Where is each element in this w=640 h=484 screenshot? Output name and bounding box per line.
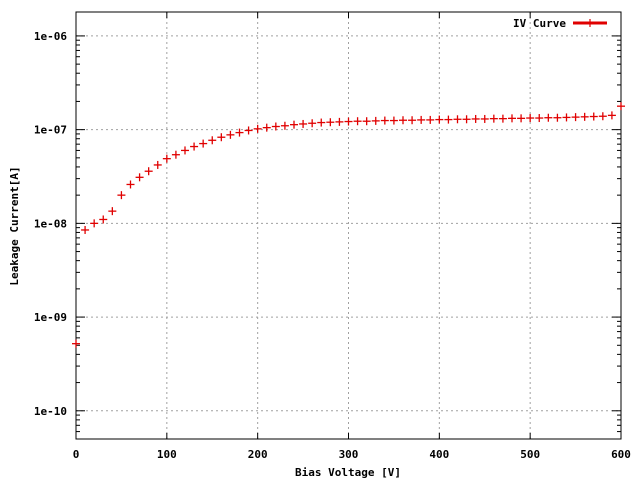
data-point xyxy=(326,118,335,127)
data-point xyxy=(453,115,462,124)
data-point xyxy=(117,191,126,200)
plot-frame xyxy=(75,11,622,440)
data-point xyxy=(353,117,362,126)
data-point xyxy=(571,113,580,122)
x-tick-label: 300 xyxy=(339,448,359,461)
data-point xyxy=(408,116,417,125)
x-axis-title: Bias Voltage [V] xyxy=(295,466,401,479)
data-point xyxy=(317,118,326,127)
data-point xyxy=(271,122,280,131)
data-point xyxy=(426,115,435,124)
data-point xyxy=(389,116,398,125)
data-point xyxy=(262,123,271,132)
data-point xyxy=(217,133,226,142)
data-point xyxy=(162,154,171,163)
data-point xyxy=(380,116,389,125)
data-point xyxy=(471,114,480,123)
legend-entry-label: IV Curve xyxy=(513,17,566,30)
data-point xyxy=(190,142,199,151)
data-point xyxy=(144,167,153,176)
data-point xyxy=(362,117,371,126)
data-point xyxy=(335,117,344,126)
data-point xyxy=(598,112,607,121)
y-tick-labels: 1e-10 1e-09 1e-08 1e-07 1e-06 xyxy=(34,30,67,418)
y-axis-title: Leakage Current[A] xyxy=(8,166,21,285)
data-point xyxy=(435,115,444,124)
data-point xyxy=(553,113,562,122)
data-point xyxy=(290,120,298,129)
data-point xyxy=(589,112,598,121)
x-tick-label: 200 xyxy=(248,448,268,461)
data-point xyxy=(517,114,526,123)
axis-ticks xyxy=(75,12,622,439)
data-point xyxy=(489,114,498,123)
data-point xyxy=(417,115,426,124)
data-point xyxy=(480,114,489,123)
data-point xyxy=(617,102,625,111)
data-point xyxy=(244,126,253,135)
data-point xyxy=(208,136,217,145)
data-point xyxy=(135,173,144,182)
data-point xyxy=(580,112,589,121)
data-point xyxy=(299,119,308,128)
data-point xyxy=(308,119,317,128)
data-point xyxy=(253,124,262,133)
data-point xyxy=(153,160,162,169)
data-point xyxy=(371,116,380,125)
grid-lines xyxy=(76,12,621,439)
data-point xyxy=(399,116,407,125)
data-point xyxy=(498,114,507,123)
y-tick-label: 1e-10 xyxy=(34,405,67,418)
data-point xyxy=(535,114,544,123)
data-point xyxy=(544,113,553,122)
data-point xyxy=(344,117,353,126)
data-point xyxy=(562,113,571,122)
data-point xyxy=(526,114,535,123)
data-point xyxy=(72,339,80,348)
data-point xyxy=(81,225,90,234)
x-tick-label: 400 xyxy=(429,448,449,461)
data-point xyxy=(181,146,189,155)
x-tick-label: 500 xyxy=(520,448,540,461)
x-tick-label: 600 xyxy=(611,448,631,461)
data-point xyxy=(199,139,208,148)
data-point xyxy=(235,128,244,137)
data-point xyxy=(462,115,471,124)
y-tick-label: 1e-09 xyxy=(34,311,67,324)
data-point xyxy=(108,207,117,216)
legend: IV Curve xyxy=(513,17,607,30)
x-tick-labels: 0 100 200 300 400 500 600 xyxy=(73,448,631,461)
data-point xyxy=(226,130,235,139)
data-point xyxy=(171,150,180,159)
data-point xyxy=(90,219,99,228)
data-point xyxy=(444,115,453,124)
data-points xyxy=(72,102,625,348)
data-point xyxy=(280,121,289,130)
x-tick-label: 0 xyxy=(73,448,80,461)
y-tick-label: 1e-06 xyxy=(34,30,67,43)
data-point xyxy=(126,180,135,189)
data-point xyxy=(508,114,516,123)
data-point xyxy=(99,215,108,224)
x-tick-label: 100 xyxy=(157,448,177,461)
y-tick-label: 1e-07 xyxy=(34,124,67,137)
data-point xyxy=(607,111,616,120)
y-tick-label: 1e-08 xyxy=(34,217,67,230)
